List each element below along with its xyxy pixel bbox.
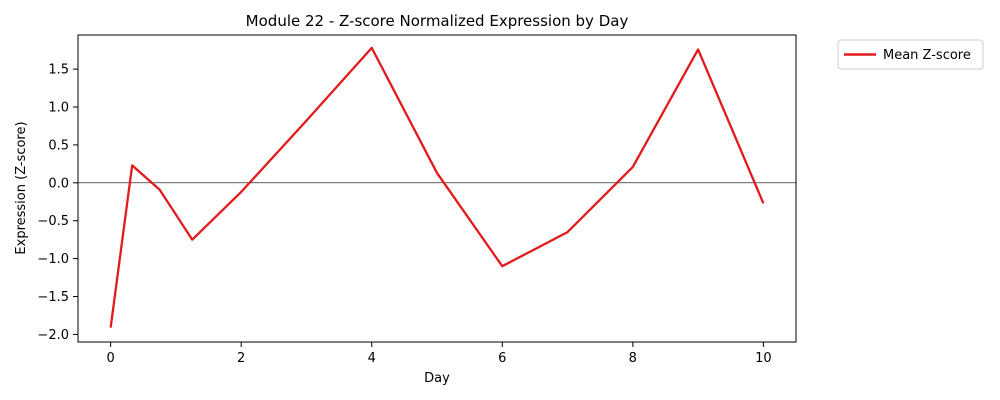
y-tick-label: −1.5: [37, 290, 69, 305]
x-tick-label: 2: [237, 351, 245, 366]
x-axis: 0 2 4 6 8 10: [106, 342, 772, 366]
legend-box: [837, 39, 984, 70]
y-tick-label: −1.0: [37, 252, 69, 267]
series-line-mean-z-score: [109, 46, 765, 328]
x-tick-label: 0: [106, 351, 114, 366]
y-tick-label: −0.5: [37, 214, 69, 229]
y-tick-label: 1.0: [48, 101, 69, 116]
y-tick-label: 1.5: [48, 63, 69, 78]
x-tick-label: 10: [755, 351, 772, 366]
y-axis-label: Expression (Z-score): [14, 121, 29, 254]
y-tick-label: 0.5: [48, 138, 69, 153]
legend: Mean Z-score: [837, 39, 984, 70]
x-tick-label: 4: [368, 351, 376, 366]
y-axis: −2.0 −1.5 −1.0 −0.5 0.0 0.5 1.0 1.5: [37, 63, 78, 343]
legend-label-mean-z-score: Mean Z-score: [883, 48, 971, 63]
chart-title: Module 22 - Z-score Normalized Expressio…: [246, 12, 629, 30]
x-tick-label: 6: [498, 351, 506, 366]
plot-area: [77, 34, 797, 343]
x-tick-label: 8: [629, 351, 637, 366]
y-tick-label: 0.0: [48, 176, 69, 191]
series-layer: [109, 46, 765, 328]
y-tick-label: −2.0: [37, 328, 69, 343]
x-axis-label: Day: [424, 371, 450, 386]
